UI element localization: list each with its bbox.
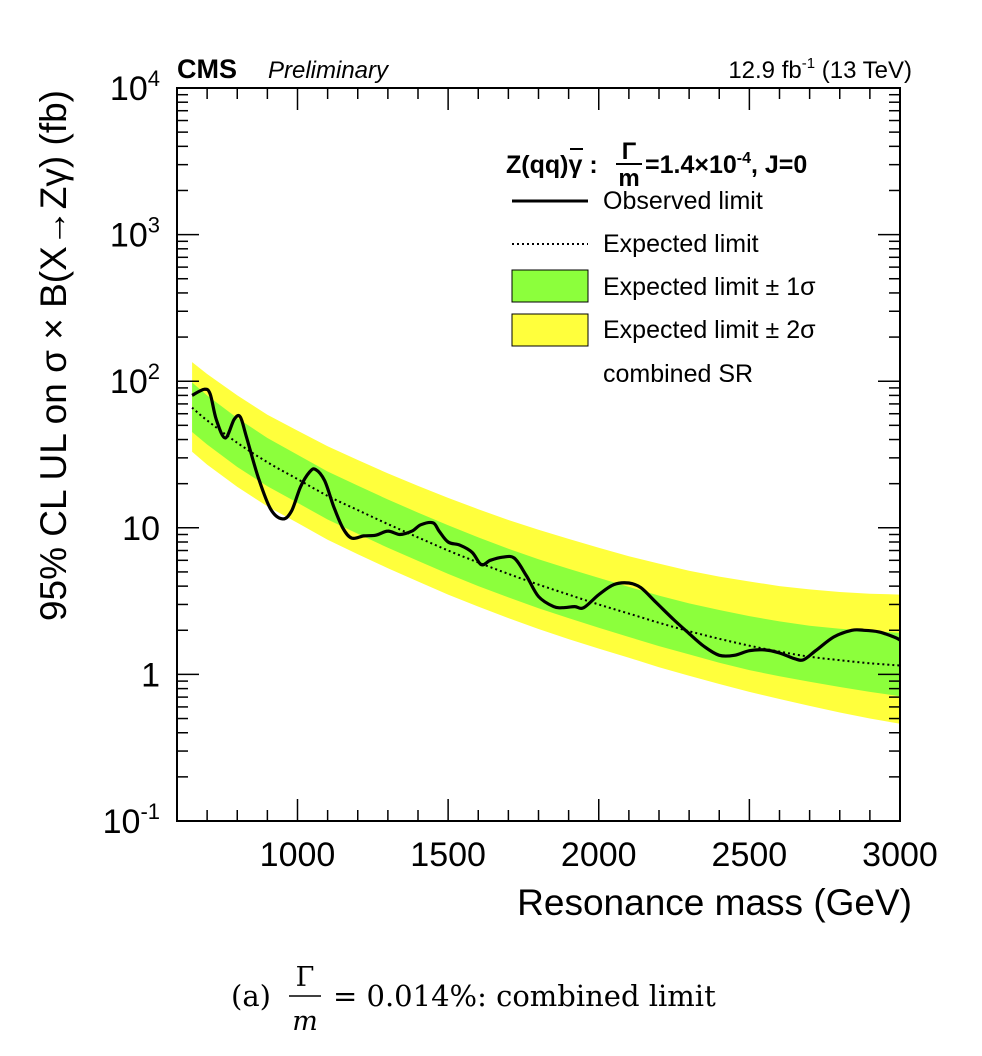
y-tick-label: 10-1 <box>103 799 160 841</box>
experiment-label: CMS <box>177 54 237 84</box>
y-tick-label: 102 <box>110 359 160 401</box>
svg-text:=1.4×10-4, J=0: =1.4×10-4, J=0 <box>645 150 807 179</box>
y-axis-title: 95% CL UL on σ × B(X→Zγ) (fb) <box>33 90 74 621</box>
x-tick-label: 1500 <box>410 836 486 874</box>
observed-limit-line <box>191 387 901 662</box>
x-tick-label: 1000 <box>260 836 336 874</box>
legend-title: Z(qq)γ : Γ m =1.4×10-4, J=0 <box>506 138 807 192</box>
lumi-label: 12.9 fb-1 (13 TeV) <box>728 55 912 84</box>
legend-1sigma-label: Expected limit ± 1σ <box>603 273 816 301</box>
axis-ticks: 1000 1500 2000 2500 3000 10-1 1 10 102 103 104 <box>103 66 938 874</box>
figure-caption: (a) Γ m = 0.014%: combined limit <box>0 948 982 1048</box>
legend-2sigma-label: Expected limit ± 2σ <box>603 316 816 344</box>
svg-text:Z(qq)γ :: Z(qq)γ : <box>506 151 598 179</box>
y-tick-label: 103 <box>110 213 160 255</box>
x-tick-label: 2000 <box>561 836 637 874</box>
legend-1sigma-swatch <box>511 269 589 303</box>
x-axis-title: Resonance mass (GeV) <box>517 882 912 923</box>
y-tick-label: 10 <box>122 510 160 548</box>
preliminary-label: Preliminary <box>268 57 390 84</box>
svg-text:Γ: Γ <box>622 138 637 165</box>
y-tick-label: 1 <box>141 656 160 694</box>
caption-label: (a) <box>231 979 271 1013</box>
legend-expected-label: Expected limit <box>603 230 759 258</box>
legend-observed-label: Observed limit <box>603 187 763 215</box>
plot-frame <box>176 87 901 822</box>
band-1sigma <box>192 382 901 697</box>
limit-chart: 1000 1500 2000 2500 3000 10-1 1 10 102 103 104 CMS… <box>33 54 938 923</box>
x-tick-label: 3000 <box>862 836 938 874</box>
x-tick-label: 2500 <box>712 836 788 874</box>
caption-frac-den: m <box>292 1006 318 1037</box>
legend-2sigma-swatch <box>511 313 589 347</box>
caption-frac-num: Γ <box>296 962 315 993</box>
plot-area <box>191 362 901 724</box>
svg-text:m: m <box>618 165 639 192</box>
legend: Z(qq)γ : Γ m =1.4×10-4, J=0 Observed lim… <box>506 138 816 388</box>
caption-text: = 0.014%: combined limit <box>333 979 716 1013</box>
y-tick-label: 104 <box>110 66 160 108</box>
legend-region-note: combined SR <box>603 360 753 388</box>
